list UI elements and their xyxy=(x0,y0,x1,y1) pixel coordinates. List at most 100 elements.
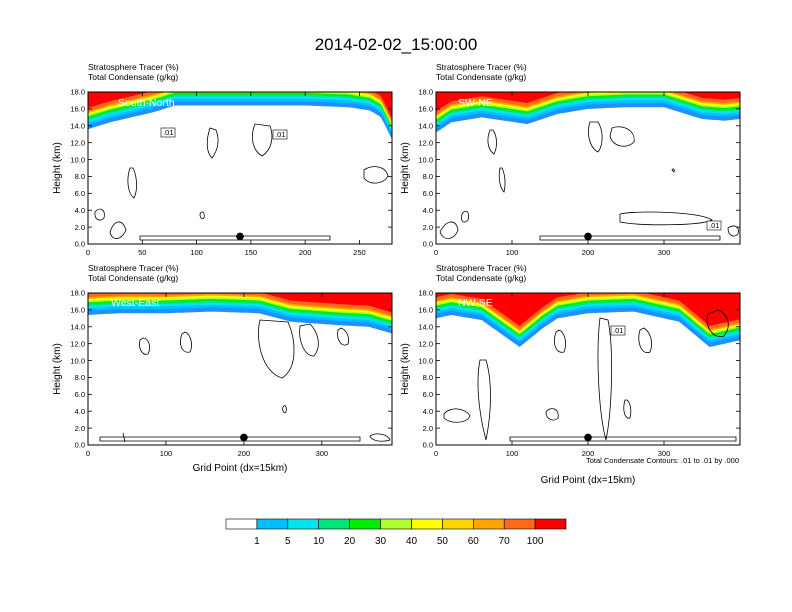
y-tick-label: 12.0 xyxy=(418,339,433,348)
panel-label-tracer: Stratosphere Tracer (%) xyxy=(88,263,179,273)
contour-label: .01 xyxy=(709,221,719,230)
x-tick-label: 250 xyxy=(353,248,366,257)
y-tick-label: 0.0 xyxy=(423,441,433,450)
y-tick-label: 14.0 xyxy=(418,121,433,130)
region-label: NW-SE xyxy=(458,297,493,309)
panel-label-condensate: Total Condensate (g/kg) xyxy=(88,72,178,82)
x-tick-label: 100 xyxy=(506,248,519,257)
x-axis-title: Grid Point (dx=15km) xyxy=(193,463,288,474)
y-tick-label: 12.0 xyxy=(70,138,85,147)
x-tick-label: 0 xyxy=(434,248,438,257)
x-axis-title: Grid Point (dx=15km) xyxy=(541,475,636,486)
panel-west-east: Stratosphere Tracer (%) Total Condensate… xyxy=(52,263,393,474)
y-tick-label: 18.0 xyxy=(70,289,85,298)
y-tick-label: 6.0 xyxy=(75,189,85,198)
panel-label-tracer: Stratosphere Tracer (%) xyxy=(436,62,527,72)
y-tick-label: 2.0 xyxy=(75,424,85,433)
x-tick-label: 100 xyxy=(160,449,173,458)
y-tick-label: 18.0 xyxy=(418,289,433,298)
tracer-band-9 xyxy=(436,92,740,112)
colorbar-swatch xyxy=(256,518,289,530)
x-tick-label: 300 xyxy=(316,449,329,458)
condensate-contours xyxy=(99,319,391,443)
y-tick-label: 16.0 xyxy=(418,105,433,114)
y-tick-label: 4.0 xyxy=(75,206,85,215)
colorbar-swatch xyxy=(472,518,505,530)
y-tick-label: 18.0 xyxy=(70,88,85,97)
contour-label-box xyxy=(272,129,288,140)
colorbar-swatch xyxy=(318,518,350,530)
colorbar-swatch xyxy=(503,518,536,530)
contour-note: Total Condensate Contours: .01 to .01 by… xyxy=(586,456,739,465)
colorbar-label: 5 xyxy=(285,536,291,547)
panel-south-north: Stratosphere Tracer (%) Total Condensate… xyxy=(52,62,393,257)
y-tick-label: 6.0 xyxy=(423,390,433,399)
panel-label-condensate: Total Condensate (g/kg) xyxy=(436,72,526,82)
y-axis-title: Height (km) xyxy=(52,343,63,395)
y-tick-label: 2.0 xyxy=(75,223,85,232)
colorbar-label: 50 xyxy=(437,536,449,547)
x-tick-label: 300 xyxy=(658,449,671,458)
y-tick-label: 8.0 xyxy=(423,373,433,382)
contour-label: .01 xyxy=(613,326,623,335)
y-tick-label: 12.0 xyxy=(418,138,433,147)
tracer-band-9 xyxy=(436,293,740,326)
x-tick-label: 100 xyxy=(506,449,519,458)
panel-label-tracer: Stratosphere Tracer (%) xyxy=(436,263,527,273)
y-tick-label: 6.0 xyxy=(75,390,85,399)
x-tick-label: 200 xyxy=(238,449,251,458)
colorbar-label: 30 xyxy=(375,536,387,547)
y-tick-label: 4.0 xyxy=(423,206,433,215)
location-marker xyxy=(240,433,248,442)
colorbar-swatch xyxy=(287,518,319,530)
x-tick-label: 0 xyxy=(86,449,90,458)
contour-label: .01 xyxy=(275,130,285,139)
location-marker xyxy=(236,232,244,241)
y-tick-label: 10.0 xyxy=(418,356,433,365)
colorbar-label: 1 xyxy=(254,536,260,547)
x-tick-label: 200 xyxy=(582,449,595,458)
colorbar-label: 100 xyxy=(527,536,544,547)
y-tick-label: 10.0 xyxy=(70,155,85,164)
colorbar: 1 5 10 20 30 40 50 60 70 100 xyxy=(225,518,567,547)
x-tick-label: 50 xyxy=(138,248,146,257)
y-tick-label: 2.0 xyxy=(423,223,433,232)
condensate-contours xyxy=(443,309,737,442)
y-tick-label: 0.0 xyxy=(75,441,85,450)
y-tick-label: 8.0 xyxy=(75,172,85,181)
y-tick-label: 10.0 xyxy=(418,155,433,164)
y-tick-label: 14.0 xyxy=(70,322,85,331)
colorbar-label: 60 xyxy=(468,536,480,547)
y-axis-title: Height (km) xyxy=(400,343,411,395)
y-axis-title: Height (km) xyxy=(52,142,63,194)
y-tick-label: 0.0 xyxy=(75,240,85,249)
y-tick-label: 10.0 xyxy=(70,356,85,365)
panel-label-tracer: Stratosphere Tracer (%) xyxy=(88,62,179,72)
tracer-band-9 xyxy=(88,293,392,313)
colorbar-swatch xyxy=(380,518,412,530)
y-tick-label: 8.0 xyxy=(423,172,433,181)
y-tick-label: 0.0 xyxy=(423,240,433,249)
colorbar-swatch xyxy=(534,518,567,530)
panel-nw-se: Stratosphere Tracer (%) Total Condensate… xyxy=(400,263,741,486)
x-tick-label: 0 xyxy=(86,248,90,257)
contour-label-box xyxy=(610,325,626,336)
colorbar-swatch xyxy=(225,518,258,530)
region-label: South-North xyxy=(118,97,175,109)
colorbar-swatch xyxy=(442,518,474,530)
x-tick-label: 200 xyxy=(299,248,312,257)
y-tick-label: 4.0 xyxy=(423,407,433,416)
panel-label-condensate: Total Condensate (g/kg) xyxy=(88,273,178,283)
y-tick-label: 16.0 xyxy=(418,306,433,315)
location-marker xyxy=(584,232,592,241)
panel-label-condensate: Total Condensate (g/kg) xyxy=(436,273,526,283)
x-tick-label: 300 xyxy=(658,248,671,257)
y-axis-title: Height (km) xyxy=(400,142,411,194)
location-marker xyxy=(584,433,592,442)
y-tick-label: 2.0 xyxy=(423,424,433,433)
y-tick-label: 12.0 xyxy=(70,339,85,348)
x-tick-label: 150 xyxy=(245,248,258,257)
condensate-contours xyxy=(94,123,389,241)
contour-label-box xyxy=(706,220,722,231)
